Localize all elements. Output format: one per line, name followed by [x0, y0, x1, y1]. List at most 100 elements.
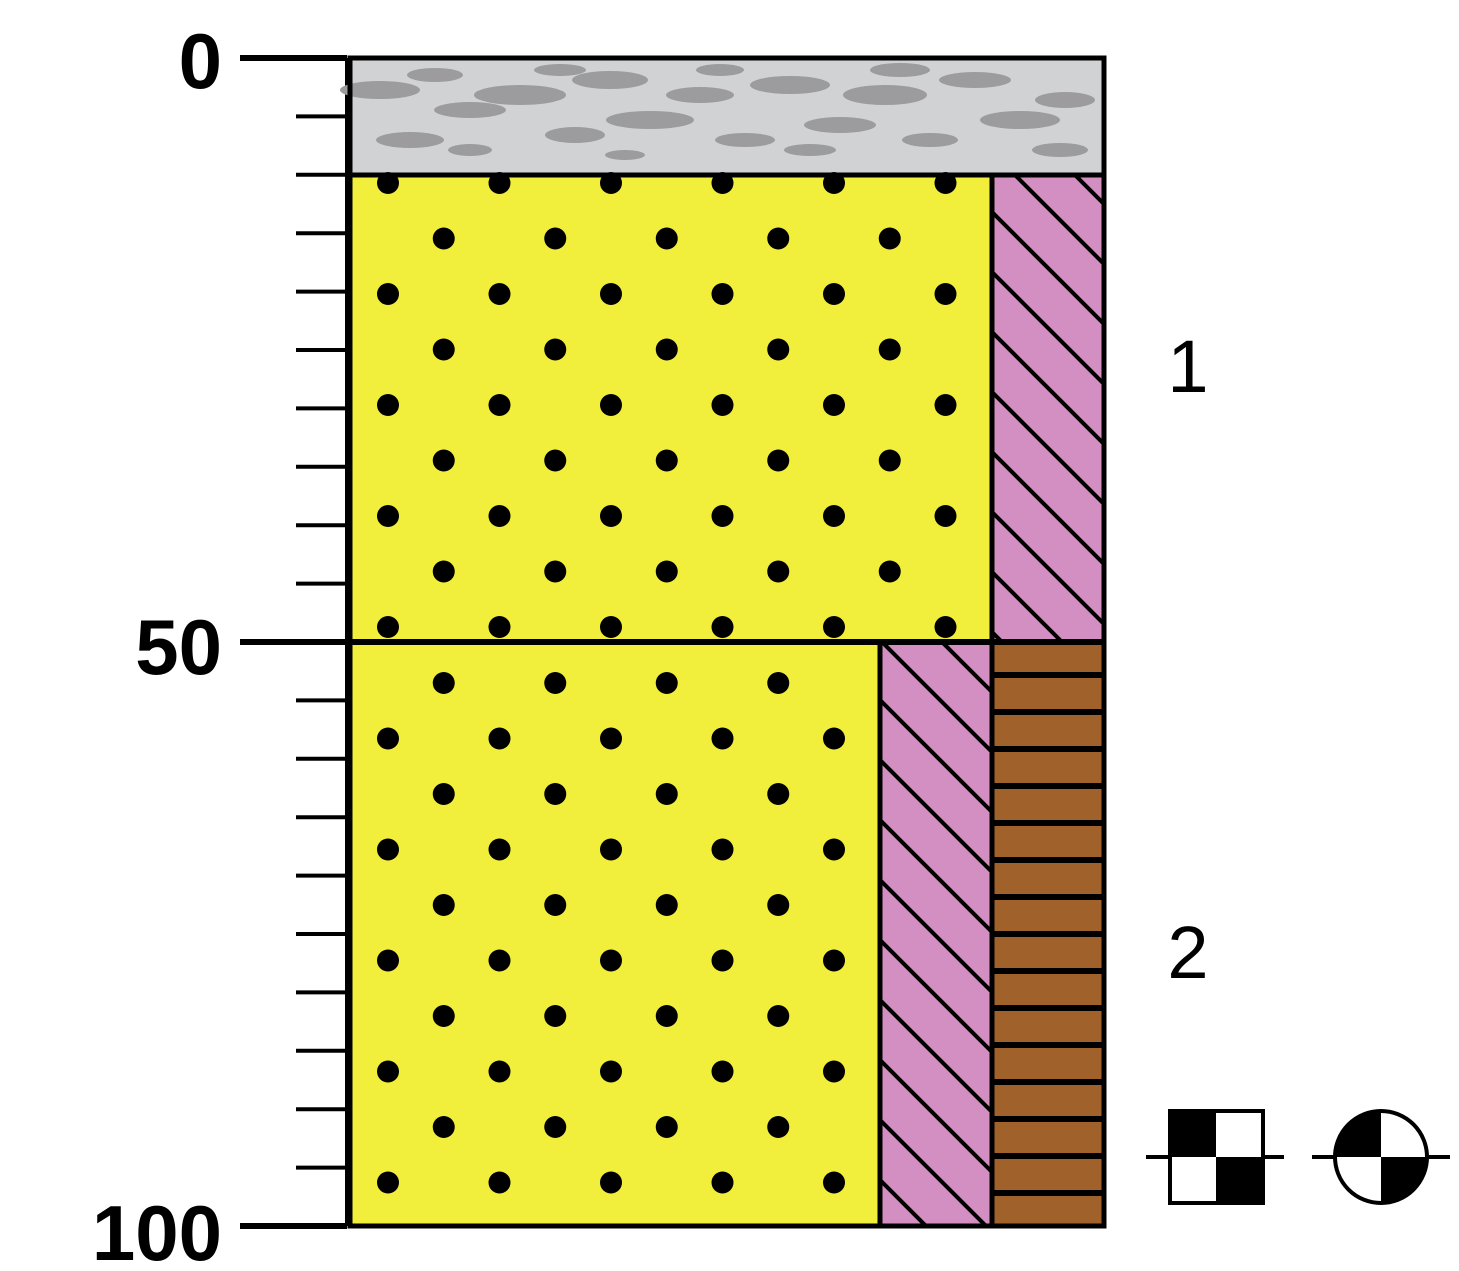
depth-label-50: 50: [135, 603, 222, 691]
unit-1-label: 1: [1167, 325, 1208, 408]
brick-line: [992, 672, 1104, 678]
surface-mottle-blob: [804, 117, 876, 133]
depth-scale: 0 50 100: [92, 17, 349, 1271]
sand-dot: [934, 616, 957, 638]
brick-line: [992, 746, 1104, 752]
surface-mottle-blob: [843, 85, 927, 105]
sand-dot: [655, 672, 678, 694]
sand-dot: [823, 838, 845, 861]
column-outline: [347, 172, 1107, 1229]
surface-mottle-blob: [376, 132, 444, 148]
sand-dot: [823, 616, 845, 638]
surface-mottle-blob: [474, 85, 566, 105]
sand-dot: [711, 283, 734, 305]
sand-dot: [934, 394, 957, 416]
sand-dot: [823, 727, 845, 750]
sand-dot: [655, 783, 678, 805]
surface-mottle-blob: [784, 144, 836, 156]
sand-dot: [823, 505, 845, 527]
sand-dot: [711, 838, 734, 861]
sand-dot: [878, 560, 901, 583]
surface-mottle-blob: [606, 111, 694, 129]
surface-mottle-blob: [1035, 92, 1095, 108]
brick-line: [992, 709, 1104, 715]
sand-dot: [823, 283, 845, 305]
surface-mottle-blob: [696, 64, 744, 76]
unit-2-pink-hatch: [880, 642, 992, 1226]
sand-dot: [600, 727, 622, 750]
sand-dot: [377, 838, 399, 861]
sand-dot: [823, 1171, 845, 1194]
sand-dot: [377, 394, 399, 416]
brick-line: [992, 1079, 1104, 1085]
sand-dot: [600, 616, 622, 638]
sand-dot: [600, 1060, 622, 1083]
sand-dot: [432, 560, 455, 583]
sand-dot: [711, 949, 734, 972]
sand-dot: [488, 1171, 511, 1194]
sand-dot: [544, 449, 567, 472]
sand-dot: [711, 1171, 734, 1194]
sand-dot: [934, 505, 957, 527]
unit-1-sand-dots: [377, 172, 957, 638]
sand-dot: [488, 283, 511, 305]
sand-dot: [878, 449, 901, 472]
sand-dot: [544, 1005, 567, 1027]
brick-line: [992, 820, 1104, 826]
sand-dot: [488, 1060, 511, 1083]
sand-dot: [432, 1116, 455, 1138]
sand-dot: [878, 338, 901, 361]
sand-dot: [711, 394, 734, 416]
sand-dot: [600, 1171, 622, 1194]
sand-dot: [767, 894, 790, 916]
brick-line: [992, 931, 1104, 937]
sand-dot: [655, 894, 678, 916]
sand-dot: [377, 727, 399, 750]
sand-dot: [767, 672, 790, 694]
brick-line: [992, 1153, 1104, 1159]
sand-dot: [544, 1116, 567, 1138]
unit-2-layer: [350, 642, 1104, 1226]
sand-dot: [544, 560, 567, 583]
sand-dot: [488, 616, 511, 638]
sand-dot: [488, 727, 511, 750]
sand-dot: [488, 505, 511, 527]
surface-mottle-blob: [605, 150, 645, 160]
surface-mottle-blob: [939, 72, 1011, 88]
sand-dot: [767, 338, 790, 361]
unit-2-label: 2: [1167, 911, 1208, 994]
sand-dot: [432, 227, 455, 250]
sand-dot: [655, 338, 678, 361]
surface-mottle-blob: [902, 133, 958, 147]
surface-mottle-blob: [448, 144, 492, 156]
surface-mottle-blob: [407, 68, 463, 82]
sand-dot: [767, 1005, 790, 1027]
sand-dot: [767, 783, 790, 805]
sand-dot: [655, 1116, 678, 1138]
surface-mottle-blob: [572, 71, 648, 89]
surface-mottle-blob: [666, 87, 734, 103]
sand-dot: [878, 227, 901, 250]
sand-dot: [655, 449, 678, 472]
surface-mottle-blob: [1032, 143, 1088, 157]
sand-dot: [377, 505, 399, 527]
sand-dot: [377, 616, 399, 638]
sand-dot: [544, 783, 567, 805]
sand-dot: [432, 894, 455, 916]
unit-2-sand-dots: [377, 672, 845, 1194]
unit-1-pink-hatch: [992, 175, 1104, 642]
sand-dot: [488, 394, 511, 416]
surface-mottle-blob: [750, 76, 830, 94]
sand-dot: [600, 505, 622, 527]
sand-dot: [767, 1116, 790, 1138]
quartered-circle-symbol: [1312, 1109, 1450, 1205]
sand-dot: [432, 672, 455, 694]
surface-mottle-blob: [545, 127, 605, 143]
sand-dot: [432, 1005, 455, 1027]
sand-dot: [767, 560, 790, 583]
sand-dot: [711, 505, 734, 527]
sand-dot: [600, 838, 622, 861]
sand-dot: [488, 949, 511, 972]
unit-2-brown-brick-lines: [992, 672, 1104, 1196]
